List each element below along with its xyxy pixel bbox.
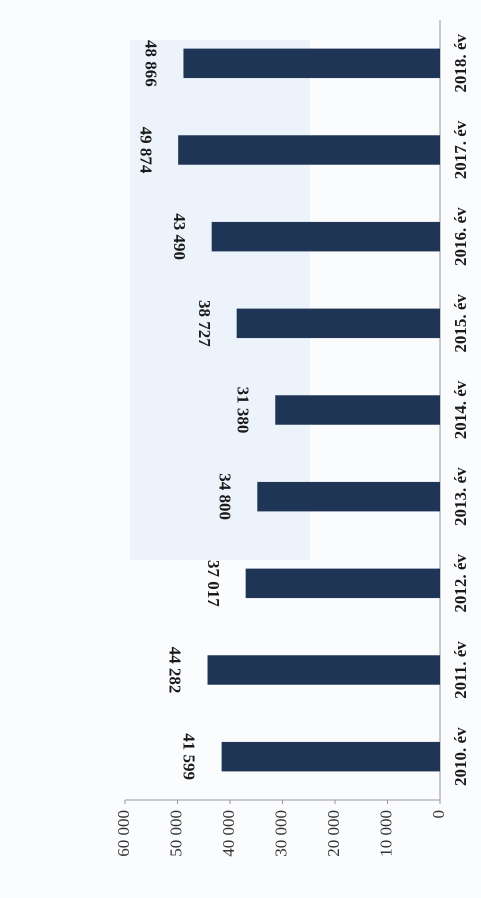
bar bbox=[236, 308, 440, 339]
y-tick-label: 0 bbox=[429, 810, 448, 819]
data-label: 37 017 bbox=[204, 560, 223, 607]
bar bbox=[207, 655, 440, 685]
x-tick-label: 2010. év bbox=[451, 727, 470, 786]
bar bbox=[211, 221, 440, 252]
bar bbox=[221, 741, 440, 772]
y-tick-label: 60 000 bbox=[114, 810, 133, 857]
bar bbox=[245, 568, 440, 599]
bar bbox=[178, 135, 440, 165]
data-label: 43 490 bbox=[170, 213, 189, 260]
data-label: 38 727 bbox=[195, 300, 214, 347]
y-tick-label: 20 000 bbox=[324, 810, 343, 857]
x-tick-label: 2011. év bbox=[451, 641, 470, 699]
x-tick-label: 2015. év bbox=[451, 294, 470, 353]
background-photo bbox=[130, 40, 310, 560]
bar bbox=[257, 481, 440, 512]
data-label: 49 874 bbox=[136, 127, 155, 174]
data-label: 48 866 bbox=[142, 40, 161, 87]
data-label: 44 282 bbox=[166, 647, 185, 694]
y-tick-label: 40 000 bbox=[219, 810, 238, 857]
x-tick-label: 2017. év bbox=[451, 120, 470, 179]
y-tick-label: 50 000 bbox=[166, 810, 185, 857]
x-tick-label: 2014. év bbox=[451, 380, 470, 439]
x-tick-label: 2018. év bbox=[451, 34, 470, 93]
data-label: 41 599 bbox=[180, 733, 199, 780]
y-tick-label: 30 000 bbox=[271, 810, 290, 857]
x-tick-label: 2013. év bbox=[451, 467, 470, 526]
bar bbox=[275, 395, 440, 425]
x-tick-label: 2016. év bbox=[451, 207, 470, 266]
x-tick-label: 2012. év bbox=[451, 554, 470, 613]
plot: 0 10 000 20 000 30 000 40 000 50 000 60 000 201… bbox=[114, 20, 470, 857]
data-label: 31 380 bbox=[233, 387, 252, 434]
y-tick-label: 10 000 bbox=[376, 810, 395, 857]
bar bbox=[183, 48, 441, 79]
data-label: 34 800 bbox=[215, 473, 234, 520]
